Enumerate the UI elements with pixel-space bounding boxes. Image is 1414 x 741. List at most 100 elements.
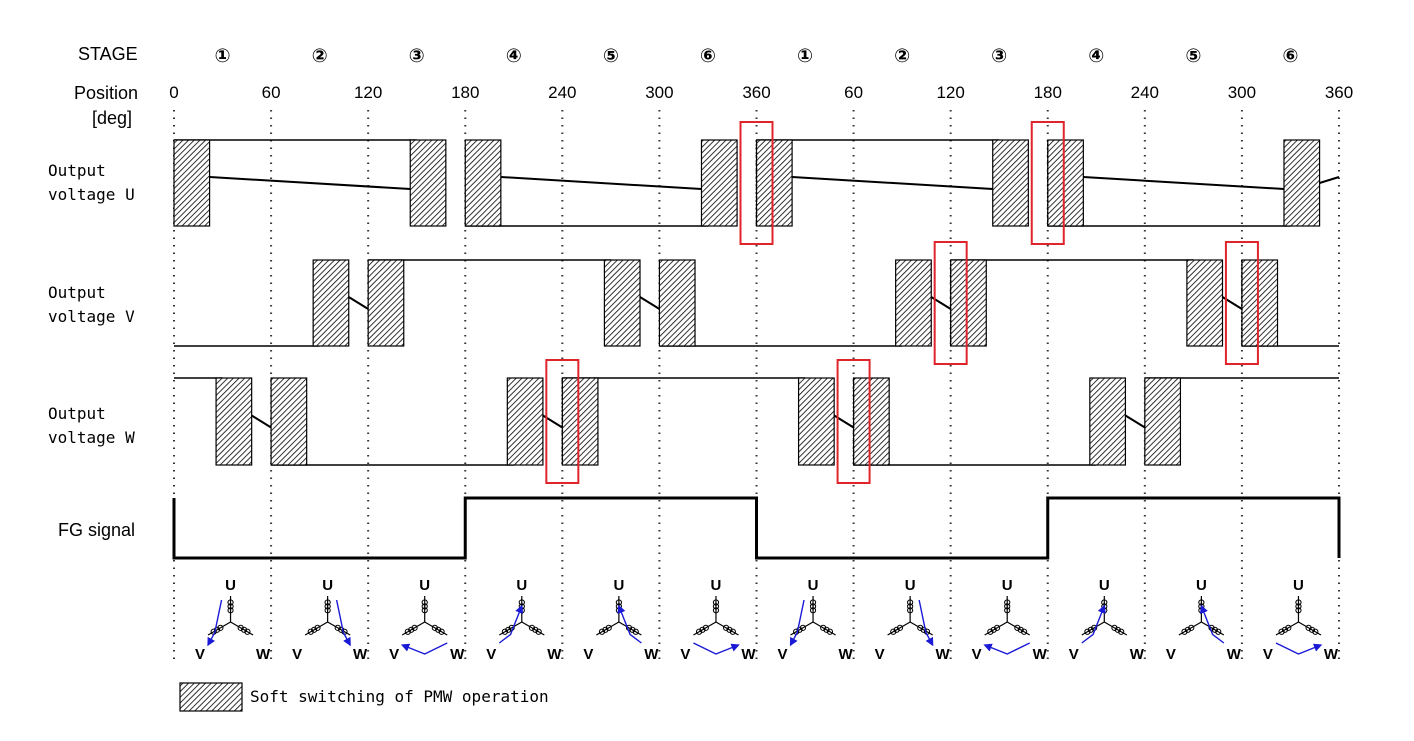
winding-loop — [826, 628, 834, 635]
coil-winding — [907, 596, 914, 622]
winding-loop — [404, 628, 411, 635]
coil-label-u: U — [1293, 577, 1304, 594]
coil-label-v: V — [486, 646, 496, 663]
winding-loop — [1215, 628, 1222, 635]
winding-loop — [227, 607, 234, 614]
pwm-block — [1047, 139, 1084, 227]
transition-slope — [792, 176, 993, 190]
position-tick-label: 360 — [1325, 83, 1353, 102]
coil-winding — [207, 621, 231, 636]
position-tick-label: 360 — [742, 83, 770, 102]
soft-switch-highlight — [1224, 241, 1259, 365]
fg-signal-waveform — [172, 496, 1341, 560]
coil-diagram-stage: U V W — [1263, 577, 1339, 663]
coil-winding — [1103, 621, 1128, 636]
winding-loop — [1211, 626, 1218, 633]
current-arrow — [789, 599, 805, 647]
winding-loop — [629, 626, 636, 633]
winding-loop — [244, 628, 251, 635]
position-tick-label: 120 — [354, 83, 382, 102]
coil-winding — [596, 621, 620, 636]
coil-winding — [812, 621, 836, 636]
winding-loop — [893, 626, 900, 633]
stage-number: ④ — [506, 45, 522, 67]
winding-loop — [809, 599, 817, 606]
winding-loop — [726, 626, 733, 633]
position-tick-label: 240 — [1131, 83, 1159, 102]
coil-label-u: U — [1002, 577, 1013, 594]
coil-label-w: W — [547, 646, 562, 663]
coil-winding — [984, 621, 1008, 636]
coil-diagram-stage: U V W — [875, 577, 951, 663]
pwm-block — [1283, 139, 1321, 227]
winding-loop — [990, 626, 997, 633]
coil-diagram-stage: U V W — [389, 577, 465, 663]
pwm-block — [658, 259, 696, 347]
coil-winding — [887, 621, 911, 636]
coil-label-u: U — [711, 577, 722, 594]
coil-label-v: V — [1069, 646, 1079, 663]
coil-winding — [324, 596, 331, 622]
transition-slope — [1124, 414, 1146, 429]
coil-winding — [1201, 621, 1225, 636]
winding-loop — [1181, 628, 1188, 635]
coil-label-v: V — [778, 646, 788, 663]
winding-loop — [823, 626, 830, 633]
pwm-block — [409, 139, 447, 227]
winding-loop — [307, 628, 314, 635]
winding-loop — [1004, 599, 1011, 606]
soft-switch-highlight — [545, 359, 580, 484]
stage-number: ⑥ — [700, 45, 716, 67]
winding-loop — [217, 624, 224, 631]
coil-label-w: W — [1033, 646, 1048, 663]
coil-label-u: U — [613, 577, 624, 594]
winding-loop — [632, 628, 639, 635]
coil-label-u: U — [419, 577, 430, 594]
current-arrow — [335, 599, 351, 647]
winding-loop — [421, 607, 428, 614]
coil-diagram-stage: U V W — [972, 577, 1048, 663]
coil-label-u: U — [808, 577, 819, 594]
winding-loop — [907, 603, 914, 610]
winding-loop — [907, 607, 914, 614]
winding-loop — [237, 624, 244, 631]
waveforms — [172, 121, 1341, 560]
winding-loop — [695, 628, 703, 635]
pwm-block — [561, 377, 599, 466]
row-label-w-line2: voltage W — [48, 428, 135, 447]
winding-loop — [314, 624, 321, 631]
winding-loop — [1278, 628, 1285, 635]
winding-loop — [820, 624, 827, 631]
winding-loop — [421, 603, 428, 610]
transition-slope — [639, 296, 660, 310]
winding-loop — [1312, 628, 1319, 635]
pwm-block — [1089, 377, 1127, 466]
position-tick-label: 60 — [844, 83, 863, 102]
position-tick-label: 120 — [936, 83, 964, 102]
transition-slope — [1083, 176, 1285, 190]
winding-loop — [1114, 626, 1121, 633]
coil-winding — [421, 596, 428, 622]
coil-winding — [327, 621, 351, 636]
coil-label-w: W — [1130, 646, 1145, 663]
coil-winding — [809, 596, 817, 622]
winding-loop — [505, 626, 512, 633]
coil-label-u: U — [1196, 577, 1207, 594]
coil-label-v: V — [972, 646, 982, 663]
coil-winding — [424, 621, 448, 636]
winding-loop — [699, 626, 706, 633]
pwm-block — [464, 139, 502, 227]
coil-label-v: V — [389, 646, 399, 663]
winding-loop — [411, 624, 418, 631]
stage-number: ① — [797, 45, 813, 67]
winding-loop — [729, 628, 736, 635]
coil-label-u: U — [905, 577, 916, 594]
current-arrow — [400, 642, 448, 655]
winding-loop — [338, 626, 345, 633]
winding-loop — [799, 624, 807, 631]
coil-winding — [1298, 621, 1322, 636]
coil-label-w: W — [256, 646, 271, 663]
soft-switch-highlight — [1030, 121, 1065, 245]
row-label-fg: FG signal — [58, 520, 135, 540]
coil-diagram-stage: U V W — [583, 577, 659, 663]
